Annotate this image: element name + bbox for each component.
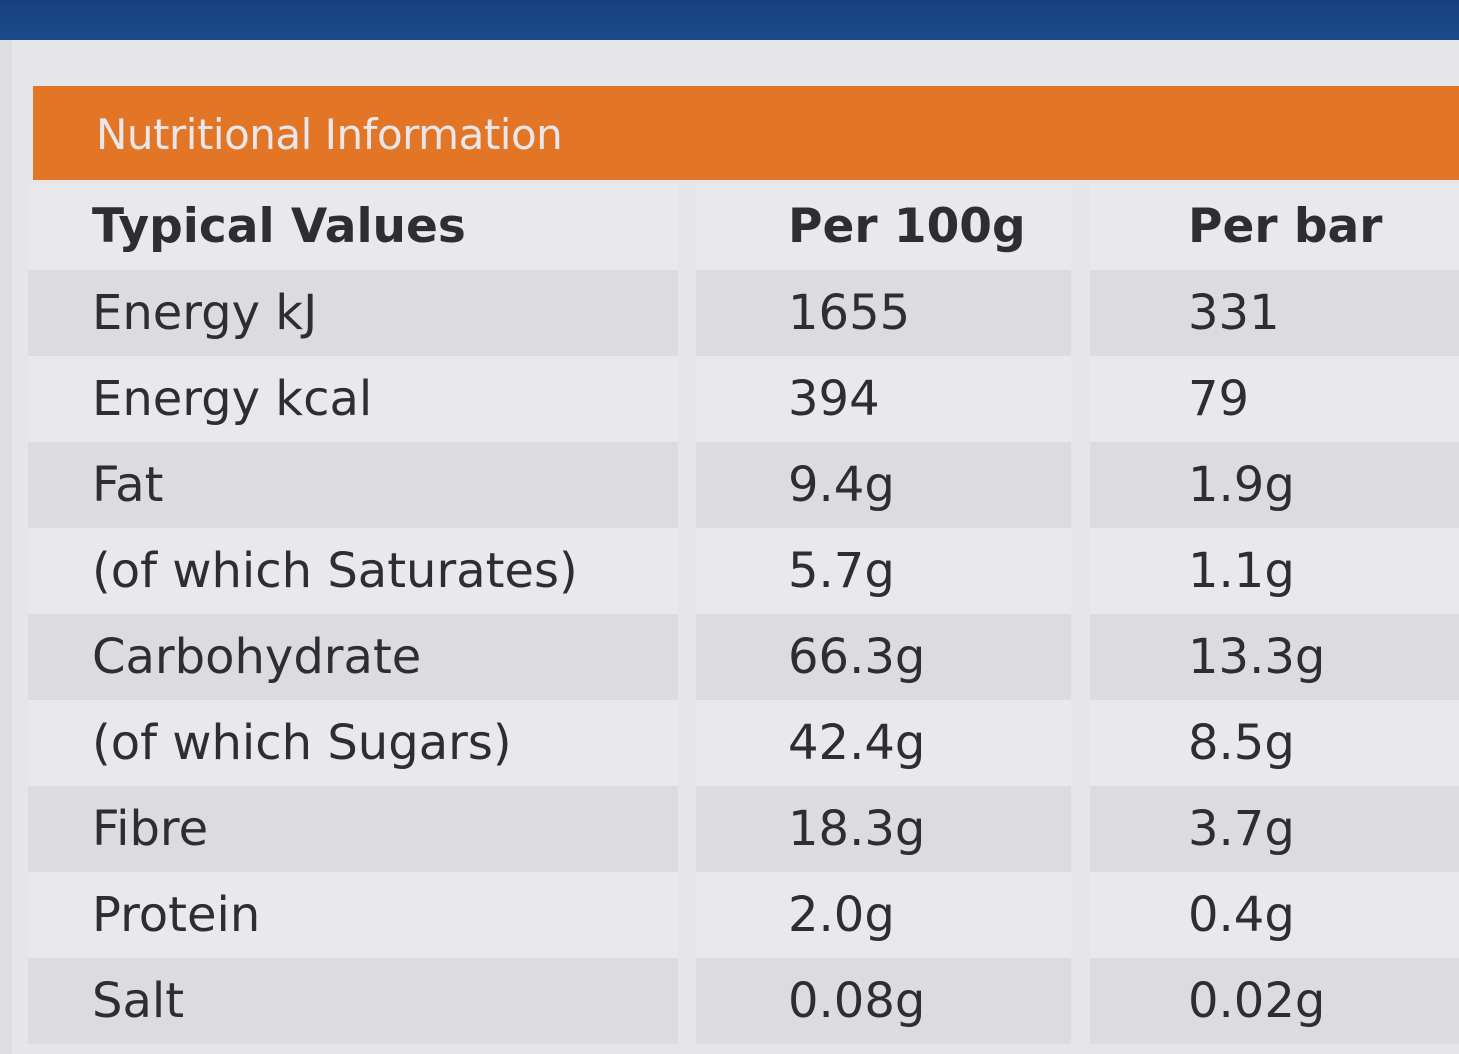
nutrient-name: (of which Saturates) xyxy=(92,543,578,599)
column-header-per-100g: Per 100g xyxy=(788,199,1026,254)
nutrient-name: Carbohydrate xyxy=(92,629,422,685)
nutrient-name: Fat xyxy=(92,457,164,513)
value-per-100g: 9.4g xyxy=(788,457,895,513)
value-per-100g: 394 xyxy=(788,371,880,427)
value-per-bar: 13.3g xyxy=(1188,629,1326,685)
blue-top-band xyxy=(0,0,1459,40)
nutrition-title: Nutritional Information xyxy=(96,110,563,159)
value-per-100g: 2.0g xyxy=(788,887,895,943)
value-per-bar: 0.4g xyxy=(1188,887,1295,943)
value-per-100g: 66.3g xyxy=(788,629,926,685)
table-row: Salt 0.08g 0.02g xyxy=(28,958,1459,1044)
nutrition-header-bar xyxy=(33,86,1459,180)
value-per-100g: 42.4g xyxy=(788,715,926,771)
nutrient-name: Energy kcal xyxy=(92,371,373,427)
nutrition-table: Typical Values Per 100g Per bar Energy k… xyxy=(28,184,1459,1054)
value-per-bar: 331 xyxy=(1188,285,1280,341)
value-per-bar: 3.7g xyxy=(1188,801,1295,857)
table-header-row: Typical Values Per 100g Per bar xyxy=(28,184,1459,270)
table-row: Energy kcal 394 79 xyxy=(28,356,1459,442)
column-header-per-bar: Per bar xyxy=(1188,199,1383,254)
table-row: Protein 2.0g 0.4g xyxy=(28,872,1459,958)
table-row: Fibre 18.3g 3.7g xyxy=(28,786,1459,872)
nutrient-name: (of which Sugars) xyxy=(92,715,512,771)
value-per-bar: 1.9g xyxy=(1188,457,1295,513)
nutrient-name: Salt xyxy=(92,973,185,1029)
value-per-100g: 1655 xyxy=(788,285,911,341)
value-per-bar: 1.1g xyxy=(1188,543,1295,599)
nutrient-name: Energy kJ xyxy=(92,285,318,341)
nutrient-name: Fibre xyxy=(92,801,209,857)
value-per-bar: 8.5g xyxy=(1188,715,1295,771)
value-per-100g: 18.3g xyxy=(788,801,926,857)
value-per-100g: 5.7g xyxy=(788,543,895,599)
value-per-100g: 0.08g xyxy=(788,973,926,1029)
table-row: (of which Sugars) 42.4g 8.5g xyxy=(28,700,1459,786)
value-per-bar: 0.02g xyxy=(1188,973,1326,1029)
nutrient-name: Protein xyxy=(92,887,261,943)
table-row: Energy kJ 1655 331 xyxy=(28,270,1459,356)
value-per-bar: 79 xyxy=(1188,371,1250,427)
table-row: Carbohydrate 66.3g 13.3g xyxy=(28,614,1459,700)
table-row: Fat 9.4g 1.9g xyxy=(28,442,1459,528)
column-header-typical-values: Typical Values xyxy=(92,199,466,254)
table-row: (of which Saturates) 5.7g 1.1g xyxy=(28,528,1459,614)
